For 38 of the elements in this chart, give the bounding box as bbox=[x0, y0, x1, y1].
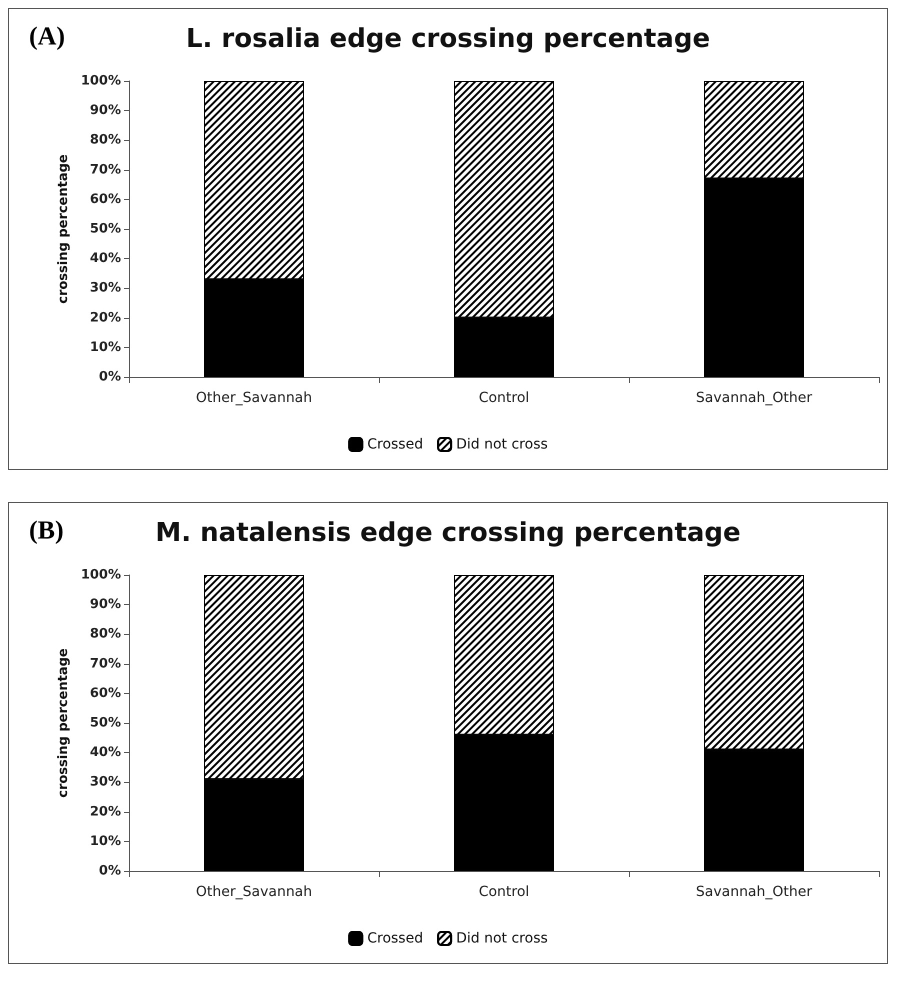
legend-label: Did not cross bbox=[456, 436, 548, 452]
y-tick-label: 40% bbox=[90, 251, 121, 266]
y-tick-label: 70% bbox=[90, 656, 121, 672]
y-tick-label: 30% bbox=[90, 774, 121, 790]
y-tick-label: 50% bbox=[90, 222, 121, 236]
legend-label: Crossed bbox=[367, 436, 424, 452]
chart-title: L. rosalia edge crossing percentage bbox=[186, 24, 710, 54]
chart-title: M. natalensis edge crossing percentage bbox=[155, 518, 741, 548]
y-tick-label: 20% bbox=[90, 310, 121, 326]
y-tick-label: 0% bbox=[98, 370, 121, 384]
y-tick-label: 100% bbox=[80, 74, 121, 88]
y-tick-label: 10% bbox=[90, 340, 121, 355]
y-axis-title: crossing percentage bbox=[56, 154, 71, 304]
y-tick-label: 0% bbox=[98, 864, 121, 878]
legend-label: Did not cross bbox=[456, 930, 548, 946]
x-tick-label: Other_Savannah bbox=[196, 390, 312, 406]
y-tick-label: 20% bbox=[90, 804, 121, 820]
legend-label: Crossed bbox=[367, 930, 424, 946]
y-tick-label: 80% bbox=[90, 132, 121, 148]
text: (B) bbox=[29, 516, 64, 544]
y-tick-label: 40% bbox=[90, 745, 121, 760]
y-tick-label: 90% bbox=[90, 597, 121, 612]
x-tick-label: Control bbox=[478, 884, 530, 900]
y-tick-label: 70% bbox=[90, 162, 121, 178]
y-tick-label: 10% bbox=[90, 834, 121, 849]
y-tick-label: 90% bbox=[90, 103, 121, 118]
x-tick-label: Savannah_Other bbox=[696, 884, 812, 900]
y-tick-label: 50% bbox=[90, 716, 121, 730]
y-tick-label: 80% bbox=[90, 626, 121, 642]
x-tick-label: Control bbox=[478, 390, 530, 406]
y-tick-label: 60% bbox=[90, 192, 121, 207]
x-tick-label: Other_Savannah bbox=[196, 884, 312, 900]
y-axis-title: crossing percentage bbox=[56, 648, 71, 798]
x-tick-label: Savannah_Other bbox=[696, 390, 812, 406]
y-tick-label: 100% bbox=[80, 568, 121, 582]
y-tick-label: 30% bbox=[90, 280, 121, 296]
text: (A) bbox=[29, 22, 66, 50]
y-tick-label: 60% bbox=[90, 686, 121, 701]
